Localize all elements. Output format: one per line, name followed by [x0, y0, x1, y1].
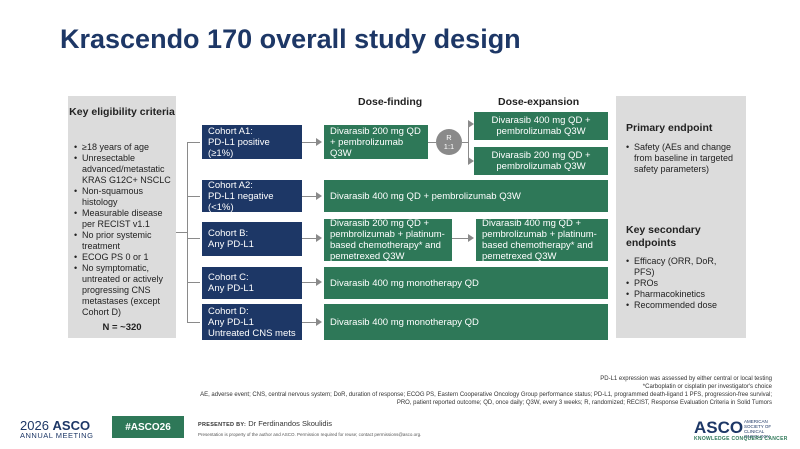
treatment-a1-expansion-400: Divarasib 400 mg QD + pembrolizumab Q3W	[474, 112, 608, 140]
cohort-d-desc2: Untreated CNS mets	[208, 327, 296, 339]
randomization-ratio: 1:1	[443, 142, 455, 151]
connector-arrow-line	[302, 322, 316, 323]
meeting-org: ASCO	[52, 418, 91, 433]
eligibility-item: No prior systemic treatment	[74, 230, 174, 252]
eligibility-title: Key eligibility criteria	[69, 106, 175, 118]
arrow-head	[316, 192, 322, 200]
primary-endpoint-title: Primary endpoint	[626, 122, 713, 134]
connector-randomization-out	[462, 142, 468, 143]
treatment-a2: Divarasib 400 mg QD + pembrolizumab Q3W	[324, 180, 608, 212]
cohort-b-name: Cohort B:	[208, 228, 249, 239]
footnote-abbreviations: AE, adverse event; CNS, central nervous …	[200, 392, 772, 406]
arrow-head	[316, 234, 322, 242]
treatment-c: Divarasib 400 mg monotherapy QD	[324, 267, 608, 299]
connector-arrow-line	[302, 238, 316, 239]
meeting-label: ANNUAL MEETING	[20, 431, 94, 440]
treatment-b-expansion: Divarasib 400 mg QD + pembrolizumab + pl…	[476, 218, 608, 262]
eligibility-list: ≥18 years of age Unresectable advanced/m…	[74, 142, 174, 318]
hashtag-badge: #ASCO26	[112, 416, 184, 438]
sample-size: N = ~320	[102, 322, 142, 333]
arrow-head	[316, 278, 322, 286]
connector-branch	[187, 238, 200, 239]
secondary-endpoint-item: Recommended dose	[626, 300, 738, 311]
treatment-d: Divarasib 400 mg monotherapy QD	[324, 304, 608, 340]
connector-arrow-line	[302, 196, 316, 197]
connector-to-randomization	[428, 142, 436, 143]
cohort-c-desc: Any PD-L1	[208, 283, 254, 294]
presenter-line: PRESENTED BY: Dr Ferdinandos Skoulidis	[198, 419, 332, 428]
asco-tagline: KNOWLEDGE CONQUERS CANCER	[694, 436, 788, 442]
arrow-head	[468, 157, 474, 165]
eligibility-item: Measurable disease per RECIST v1.1	[74, 208, 174, 230]
cohort-b-box: Cohort B: Any PD-L1	[202, 222, 302, 256]
cohort-c-box: Cohort C: Any PD-L1	[202, 267, 302, 299]
cohort-a1-desc: PD-L1 positive (≥1%)	[208, 136, 270, 159]
footnote-pdl1: PD-L1 expression was assessed by either …	[600, 376, 772, 382]
connector-randomization-split	[468, 124, 469, 161]
asco-logo: ASCO	[694, 418, 744, 437]
secondary-endpoint-item: PROs	[626, 278, 738, 289]
cohort-a1-box: Cohort A1: PD-L1 positive (≥1%)	[202, 125, 302, 159]
connector-branch	[187, 322, 200, 323]
primary-endpoint-item: Safety (AEs and change from baseline in …	[626, 142, 738, 175]
connector-branch	[187, 196, 200, 197]
footnote-chemo: *Carboplatin or cisplatin per investigat…	[642, 384, 772, 390]
eligibility-item: No symptomatic, untreated or actively pr…	[74, 263, 174, 318]
cohort-a1-name: Cohort A1:	[208, 125, 253, 137]
eligibility-item: ≥18 years of age	[74, 142, 174, 153]
cohort-d-name: Cohort D:	[208, 305, 249, 317]
treatment-a1-expansion-200: Divarasib 200 mg QD + pembrolizumab Q3W	[474, 147, 608, 175]
cohort-a2-desc: PD-L1 negative (<1%)	[208, 190, 274, 213]
meeting-year: 2026	[20, 418, 49, 433]
connector-arrow-line	[302, 282, 316, 283]
phase-header-dose-expansion: Dose-expansion	[498, 96, 580, 108]
connector-b	[452, 238, 468, 239]
arrow-head	[316, 318, 322, 326]
connector-trunk	[187, 142, 188, 322]
cohort-c-name: Cohort C:	[208, 272, 249, 283]
eligibility-item: Unresectable advanced/metastatic KRAS G1…	[74, 153, 174, 186]
treatment-b-dose-finding: Divarasib 200 mg QD + pembrolizumab + pl…	[324, 218, 452, 262]
presentation-note: Presentation is property of the author a…	[198, 432, 422, 437]
connector-arrow-line	[302, 142, 316, 143]
cohort-b-desc: Any PD-L1	[208, 239, 254, 250]
randomization-letter: R	[446, 133, 452, 142]
arrow-head	[316, 138, 322, 146]
eligibility-item: ECOG PS 0 or 1	[74, 252, 174, 263]
primary-endpoint-list: Safety (AEs and change from baseline in …	[626, 142, 738, 175]
cohort-a2-name: Cohort A2:	[208, 179, 253, 191]
cohort-a2-box: Cohort A2: PD-L1 negative (<1%)	[202, 179, 302, 213]
cohort-d-desc: Any PD-L1	[208, 316, 254, 328]
connector-branch	[187, 142, 200, 143]
secondary-endpoint-item: Pharmacokinetics	[626, 289, 738, 300]
cohort-d-box: Cohort D: Any PD-L1 Untreated CNS mets	[202, 304, 302, 340]
asco-logo-subtitle: AMERICAN SOCIETY OF CLINICAL ONCOLOGY	[744, 419, 772, 439]
secondary-endpoints-title: Key secondary endpoints	[626, 224, 701, 249]
phase-header-dose-finding: Dose-finding	[358, 96, 423, 108]
treatment-a1-dose-finding: Divarasib 200 mg QD + pembrolizumab Q3W	[324, 125, 428, 159]
slide-title: Krascendo 170 overall study design	[60, 24, 521, 54]
secondary-endpoint-item: Efficacy (ORR, DoR, PFS)	[626, 256, 738, 278]
secondary-endpoints-list: Efficacy (ORR, DoR, PFS) PROs Pharmacoki…	[626, 256, 738, 311]
randomization-circle: R 1:1	[436, 129, 462, 155]
arrow-head	[468, 120, 474, 128]
connector-branch	[176, 232, 187, 233]
connector-branch	[187, 282, 200, 283]
eligibility-item: Non-squamous histology	[74, 186, 174, 208]
meeting-logo: 2026 ASCO	[20, 418, 90, 433]
presenter-name: Dr Ferdinandos Skoulidis	[248, 419, 332, 428]
arrow-head	[468, 234, 474, 242]
presented-by-label: PRESENTED BY:	[198, 422, 247, 428]
